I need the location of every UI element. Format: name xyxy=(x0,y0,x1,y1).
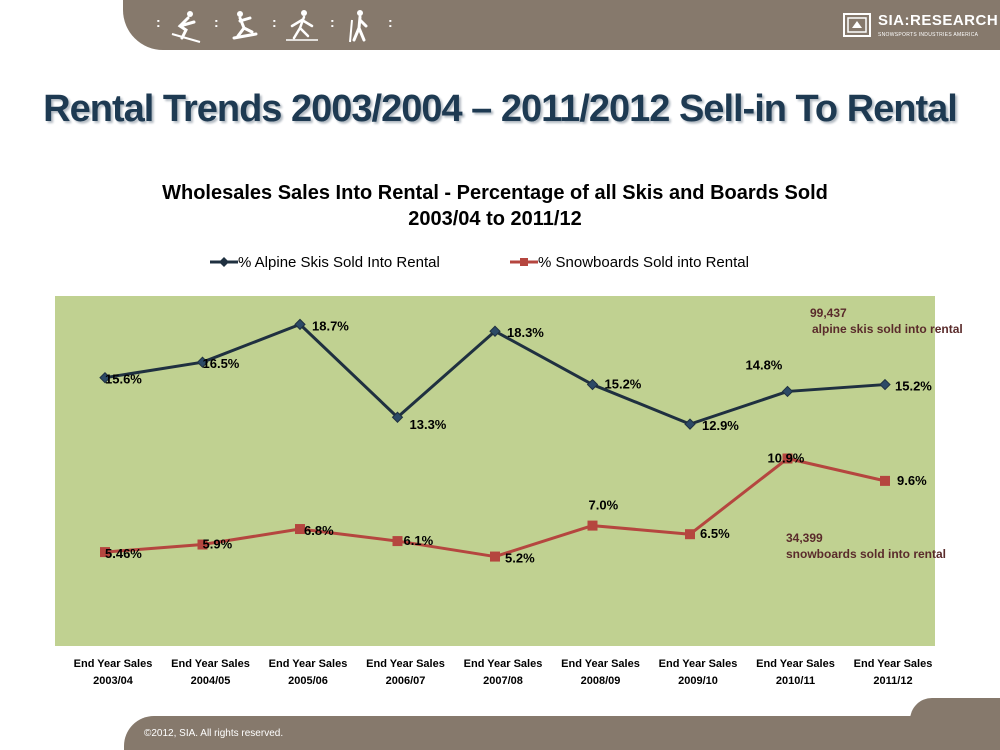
freestyle-skier-icon xyxy=(171,11,201,43)
x-tick-label: End Year Sales xyxy=(756,658,835,670)
legend-item-alpine: % Alpine Skis Sold Into Rental xyxy=(210,254,440,271)
data-label: 18.3% xyxy=(507,325,544,340)
x-tick-label: 2008/09 xyxy=(581,675,621,687)
data-point-marker xyxy=(391,411,404,423)
annotation-snowboard-count: 34,399 xyxy=(786,531,823,545)
x-tick-label: End Year Sales xyxy=(171,658,250,670)
data-label: 9.6% xyxy=(897,473,927,488)
footer-bar: ©2012, SIA. All rights reserved. xyxy=(124,698,1000,750)
x-tick-label: 2004/05 xyxy=(191,675,231,687)
copyright-text: ©2012, SIA. All rights reserved. xyxy=(144,728,284,739)
cross-country-skier-icon xyxy=(286,10,318,41)
legend-label-alpine: % Alpine Skis Sold Into Rental xyxy=(238,254,440,271)
data-label: 7.0% xyxy=(589,498,619,513)
data-point-marker xyxy=(586,378,599,391)
data-label: 10.9% xyxy=(768,451,805,466)
data-point-marker xyxy=(196,356,209,368)
data-point-marker xyxy=(782,453,793,464)
data-point-marker xyxy=(490,551,500,562)
sia-logo-icon xyxy=(843,13,871,37)
x-tick-label: End Year Sales xyxy=(269,658,348,670)
x-tick-label: 2011/12 xyxy=(873,675,912,687)
separator-dot: : xyxy=(156,14,161,30)
data-label: 13.3% xyxy=(410,417,447,432)
footer-tab xyxy=(910,698,1000,720)
annotation-alpine-text: alpine skis sold into rental xyxy=(812,322,963,336)
data-label: 6.5% xyxy=(700,526,730,541)
data-point-marker xyxy=(684,418,696,430)
data-point-marker xyxy=(685,529,695,540)
data-point-marker xyxy=(781,385,794,398)
separator-dot: : xyxy=(214,14,219,30)
separator-dot: : xyxy=(272,14,277,30)
data-label: 5.9% xyxy=(203,537,233,552)
data-label: 5.2% xyxy=(505,551,535,566)
x-tick-label: 2007/08 xyxy=(483,675,523,687)
data-point-marker xyxy=(294,318,306,331)
x-tick-label: End Year Sales xyxy=(74,658,153,670)
sia-research-logo: SIA:RESEARCH SNOWSPORTS INDUSTRIES AMERI… xyxy=(842,12,998,44)
chart-title: Wholesales Sales Into Rental - Percentag… xyxy=(0,180,990,232)
data-label: 18.7% xyxy=(312,318,349,333)
data-point-marker xyxy=(392,536,403,547)
data-label: 6.8% xyxy=(304,523,334,538)
data-point-marker xyxy=(489,325,501,337)
annotation-alpine-count: 99,437 xyxy=(810,306,847,320)
x-tick-label: 2006/07 xyxy=(386,675,426,687)
x-tick-label: 2003/04 xyxy=(93,675,134,687)
x-tick-label: End Year Sales xyxy=(366,658,445,670)
data-point-marker xyxy=(880,475,890,486)
data-point-marker xyxy=(99,371,111,384)
separator-dot: : xyxy=(330,14,335,30)
x-tick-label: 2009/10 xyxy=(678,675,718,687)
chart-title-line2: 2003/04 to 2011/12 xyxy=(408,208,582,230)
data-label: 15.2% xyxy=(605,377,642,392)
logo-text: SIA:RESEARCH xyxy=(878,12,999,29)
series-line-alpine xyxy=(104,322,886,426)
plot-area xyxy=(55,296,935,646)
data-label: 15.2% xyxy=(895,379,932,394)
data-point-marker xyxy=(100,547,110,558)
data-label: 14.8% xyxy=(746,357,783,372)
slide-title: Rental Trends 2003/2004 – 2011/2012 Sell… xyxy=(43,88,958,130)
data-label: 5.46% xyxy=(105,546,142,561)
data-point-marker xyxy=(197,539,208,550)
legend-diamond-marker xyxy=(210,257,238,267)
logo-subtext: SNOWSPORTS INDUSTRIES AMERICA xyxy=(878,32,979,38)
chart-title-line1: Wholesales Sales Into Rental - Percentag… xyxy=(162,182,828,204)
x-tick-label: End Year Sales xyxy=(659,658,738,670)
data-point-marker xyxy=(879,378,891,391)
legend-square-marker xyxy=(510,258,538,266)
snowboarder-icon xyxy=(232,11,258,40)
data-label: 6.1% xyxy=(404,533,434,548)
x-tick-label: End Year Sales xyxy=(464,658,543,670)
data-point-marker xyxy=(295,524,305,535)
x-tick-label: End Year Sales xyxy=(854,658,933,670)
hiker-icon xyxy=(349,10,368,43)
separator-dot: : xyxy=(388,14,393,30)
data-label: 15.6% xyxy=(105,372,142,387)
data-label: 12.9% xyxy=(702,418,739,433)
legend-item-snowboard: % Snowboards Sold into Rental xyxy=(510,254,749,271)
data-point-marker xyxy=(587,520,598,531)
x-tick-label: End Year Sales xyxy=(561,658,640,670)
data-label: 16.5% xyxy=(203,356,240,371)
x-tick-label: 2005/06 xyxy=(288,675,328,687)
annotation-snowboard-text: snowboards sold into rental xyxy=(786,547,947,561)
x-tick-label: 2010/11 xyxy=(776,675,815,687)
legend-label-snowboard: % Snowboards Sold into Rental xyxy=(538,254,749,271)
header-bar: : : : : : SIA:RESEARCH SNOWSPORTS INDUST… xyxy=(123,0,1000,50)
